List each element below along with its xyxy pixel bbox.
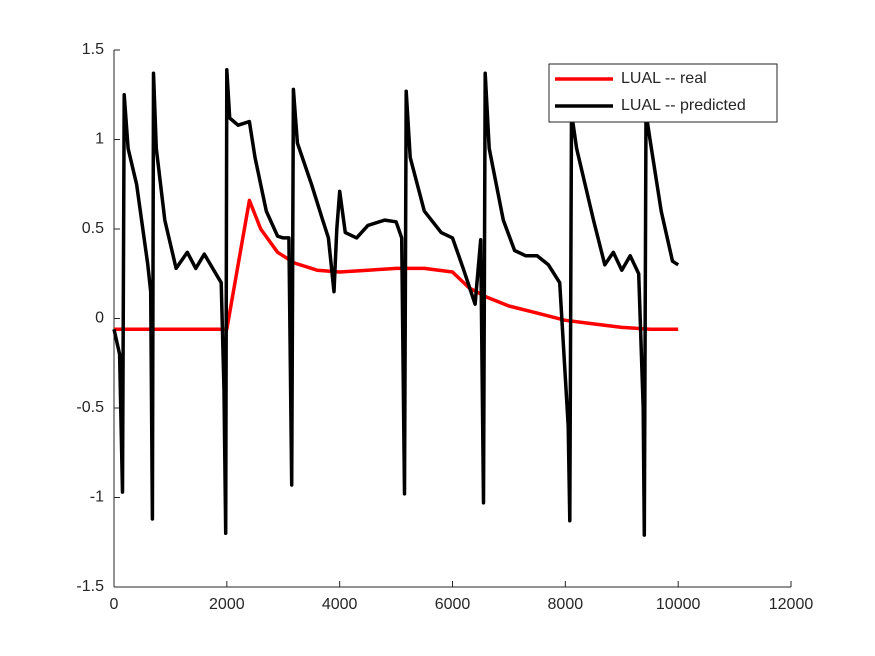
x-tick-label: 8000 <box>548 596 584 613</box>
legend: LUAL -- real LUAL -- predicted <box>548 63 778 123</box>
y-tick-label: 1.5 <box>82 41 104 58</box>
data-line <box>112 67 680 537</box>
y-tick-label: -1 <box>90 489 104 506</box>
x-tick-label: 4000 <box>322 596 358 613</box>
x-tick-label: 2000 <box>209 596 245 613</box>
y-tick-label: 0.5 <box>82 220 104 237</box>
y-tick-label: 0 <box>95 310 104 327</box>
data-line <box>114 198 679 331</box>
x-tick-label: 6000 <box>435 596 471 613</box>
legend-label: LUAL -- real <box>621 70 707 87</box>
x-tick-label: 10000 <box>656 596 701 613</box>
x-tick-label: 0 <box>110 596 119 613</box>
y-tick-label: -1.5 <box>76 578 104 595</box>
legend-label: LUAL -- predicted <box>621 97 746 114</box>
y-tick-label: -0.5 <box>76 399 104 416</box>
legend-box <box>548 63 778 123</box>
x-tick-label: 12000 <box>769 596 814 613</box>
y-tick-label: 1 <box>95 131 104 148</box>
